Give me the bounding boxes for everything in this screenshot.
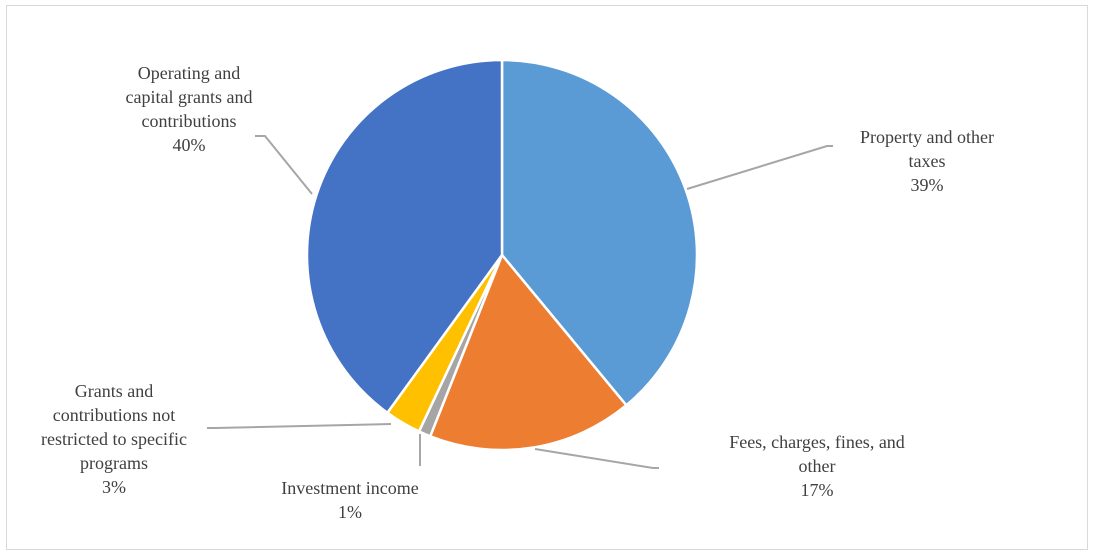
- pie-slice: [500, 58, 699, 408]
- slice-label-line: contributions: [142, 111, 237, 131]
- slice-label-line: contributions not: [53, 405, 176, 425]
- leader-line: [686, 145, 833, 190]
- slice-label-line: Property and other: [860, 127, 994, 147]
- slice-label: Operating and capital grants and contribut…: [126, 63, 253, 155]
- chart-area: Property and other taxes 39% Fees, charges,…: [6, 5, 1088, 550]
- data-labels: Property and other taxes 39% Fees, charges,…: [41, 63, 994, 522]
- pie-slices: [305, 58, 699, 452]
- leader-line: [534, 448, 659, 469]
- slice-label-line: Operating and: [138, 63, 240, 83]
- slice-percent: 40%: [173, 135, 206, 155]
- slice-percent: 39%: [911, 175, 944, 195]
- leader-line: [255, 135, 313, 195]
- slice-label-line: capital grants and: [126, 87, 253, 107]
- slice-label: Fees, charges, fines, and other 17%: [729, 432, 905, 500]
- slice-label-line: Fees, charges, fines, and: [729, 432, 905, 452]
- slice-label-line: other: [799, 456, 836, 476]
- slice-label-line: Grants and: [75, 381, 153, 401]
- slice-label: Grants and contributions not restricted to…: [41, 381, 187, 497]
- slice-percent: 1%: [338, 502, 362, 522]
- leader-line: [207, 423, 392, 429]
- leader-lines: [207, 135, 833, 469]
- slice-label-line: Investment income: [281, 478, 418, 498]
- slice-label: Property and other taxes 39%: [860, 127, 994, 195]
- pie-chart: Property and other taxes 39% Fees, charges,…: [41, 58, 994, 522]
- slice-label: Investment income 1%: [281, 478, 418, 522]
- slice-label-line: programs: [80, 453, 148, 473]
- slice-label-line: taxes: [909, 151, 946, 171]
- pie-slice: [428, 252, 629, 452]
- slice-label-line: restricted to specific: [41, 429, 187, 449]
- slice-percent: 3%: [102, 477, 126, 497]
- pie-slice: [305, 58, 504, 415]
- slice-percent: 17%: [801, 480, 834, 500]
